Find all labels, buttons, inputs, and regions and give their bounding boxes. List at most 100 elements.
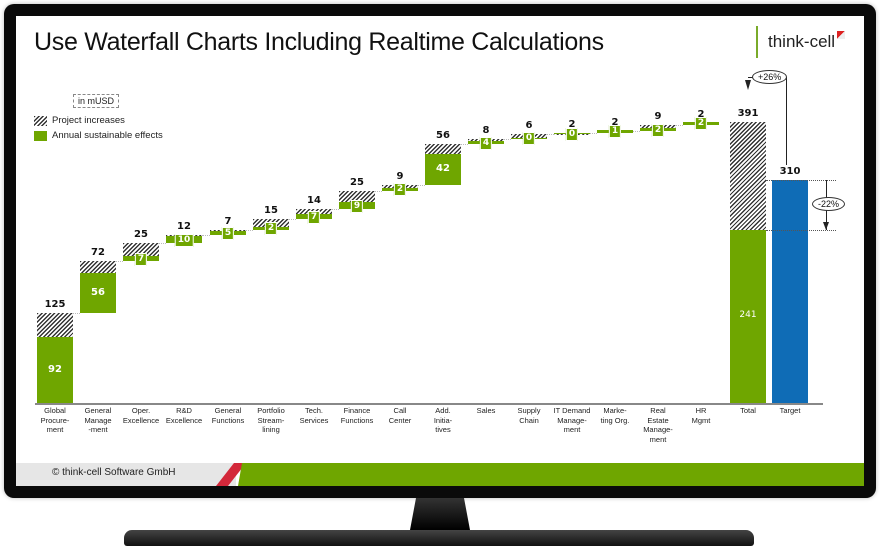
total-value-label: 25: [350, 176, 364, 188]
footer-band: [16, 463, 236, 486]
bar-effect: 1: [597, 125, 633, 139]
slide: Use Waterfall Charts Including Realtime …: [16, 16, 864, 486]
bar-increase: [37, 313, 73, 337]
effect-value-label: 2: [694, 117, 708, 131]
category-label: Marke-ting Org.: [600, 406, 630, 425]
connector-line: [547, 134, 554, 136]
category-label: Finance Functions: [340, 406, 374, 425]
connector-line: [202, 234, 210, 236]
bar-effect: 2: [253, 222, 289, 236]
effect-value-label: 0: [565, 127, 579, 141]
total-value-label: 391: [737, 108, 759, 119]
connector-line: [159, 243, 166, 245]
connector-line: [289, 219, 296, 221]
brand-mark-icon: [837, 31, 846, 39]
bar-effect: 2: [683, 117, 719, 131]
effect-value-label: 5: [221, 227, 235, 241]
total-value-label: 56: [436, 130, 450, 142]
category-label: Call Center: [388, 406, 412, 425]
effect-value-label: 1: [608, 125, 622, 139]
effect-value-label: 0: [522, 132, 536, 146]
monitor-stand-neck: [410, 498, 470, 530]
arrow-down-icon: [745, 80, 751, 90]
category-label: Total: [740, 406, 756, 415]
bar-effect: 9: [339, 199, 375, 213]
difference-line-up: [786, 77, 787, 166]
effect-value-label: 42: [436, 163, 450, 175]
waterfall-chart: 92 125 Global Procure-ment 56 72 General Manage…: [16, 16, 864, 486]
connector-line: [418, 184, 425, 186]
arrow-down-icon: [823, 221, 829, 230]
category-label: HR Mgmt: [691, 406, 711, 425]
effect-value-label: 4: [479, 136, 493, 150]
copyright: © think-cell Software GmbH: [52, 467, 176, 478]
category-label: Portfolio Stream-lining: [257, 406, 285, 434]
total-value-label: 2: [611, 117, 619, 129]
effect-value-label: 7: [134, 252, 148, 266]
connector-line: [504, 138, 511, 140]
chart-legend: Project increases Annual sustainable eff…: [34, 113, 163, 143]
effect-value-label: 2: [264, 222, 278, 236]
total-value-label: 8: [482, 124, 490, 136]
effect-value-label: 92: [48, 363, 62, 375]
category-label: Real Estate Manage-ment: [643, 406, 673, 444]
total-value-label: 125: [44, 299, 66, 311]
connector-line: [676, 124, 683, 126]
effect-value-label: 7: [307, 210, 321, 224]
total-value-label: 14: [307, 194, 321, 206]
total-guide-line: [766, 180, 836, 182]
bar-effect: 7: [296, 210, 332, 224]
bar-effect: 92: [37, 336, 73, 403]
brand-name: think-cell: [768, 32, 836, 51]
effect-value-label: 241: [739, 310, 757, 321]
legend-item-annual-effects: Annual sustainable effects: [34, 128, 163, 143]
category-label: Global Procure-ment: [40, 406, 70, 434]
effect-value-label: 2: [393, 183, 407, 197]
total-value-label: 25: [134, 229, 148, 241]
diff-badge-up: +26%: [752, 70, 788, 84]
bar-effect: 10: [166, 233, 202, 247]
connector-line: [590, 132, 597, 134]
connector-line: [116, 261, 123, 263]
bar-effect: 5: [210, 227, 246, 241]
category-label: Tech. Services: [299, 406, 329, 425]
legend-item-project-increases: Project increases: [34, 113, 163, 128]
total-value-label: 7: [224, 215, 232, 227]
footer-green-band: [238, 463, 864, 486]
category-label: Oper. Excellence: [122, 406, 160, 425]
effect-value-label: 9: [350, 199, 364, 213]
bar-effect: 4: [468, 136, 504, 150]
category-label: General Manage -ment: [84, 406, 112, 434]
total-value-label: 2: [697, 109, 705, 121]
diff-badge-down: -22%: [812, 197, 846, 211]
total-value-label: 9: [654, 110, 662, 122]
bar-effect: 0: [511, 132, 547, 146]
effect-guide-line: [766, 229, 836, 231]
bar-increase: [730, 122, 766, 230]
total-value-label: 15: [264, 205, 278, 217]
green-swatch-icon: [34, 130, 47, 141]
total-value-label: 2: [568, 118, 576, 130]
bar-effect: 0: [554, 127, 590, 141]
category-label: Supply Chain: [517, 406, 541, 425]
bar-effect: 42: [425, 154, 461, 185]
connector-line: [633, 131, 640, 133]
monitor-stand-base: [124, 530, 754, 546]
effect-value-label: 10: [174, 233, 194, 247]
category-label: Target: [779, 406, 801, 415]
bar-effect: 7: [123, 252, 159, 266]
bar-effect: 2: [382, 183, 418, 197]
slide-title: Use Waterfall Charts Including Realtime …: [34, 28, 604, 56]
category-label: General Functions: [211, 406, 245, 425]
bar-effect: 2: [640, 123, 676, 137]
total-value-label: 12: [177, 220, 191, 232]
connector-line: [246, 229, 253, 231]
hatch-swatch-icon: [34, 115, 47, 126]
x-axis: [35, 403, 823, 405]
effect-value-label: 2: [651, 123, 665, 137]
effect-value-label: 56: [91, 287, 105, 299]
category-label: R&D Excellence: [165, 406, 203, 425]
connector-line: [332, 208, 339, 210]
connector-line: [73, 313, 80, 315]
brand-logo: think-cell: [756, 26, 846, 58]
